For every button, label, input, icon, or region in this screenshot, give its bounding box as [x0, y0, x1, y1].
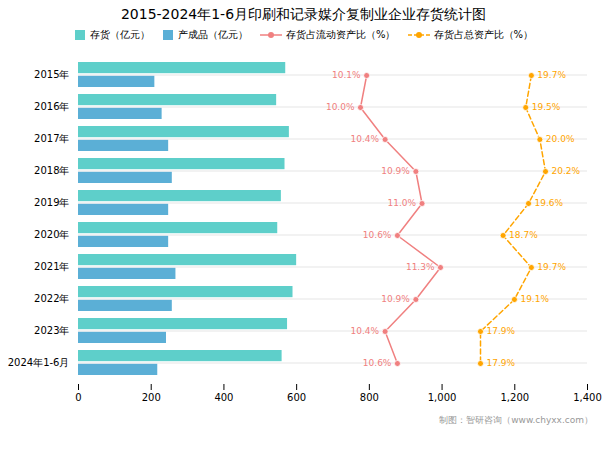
svg-text:2017年: 2017年 [34, 133, 69, 144]
svg-text:19.6%: 19.6% [535, 198, 564, 208]
svg-text:2024年1-6月: 2024年1-6月 [8, 357, 70, 368]
svg-text:10.9%: 10.9% [381, 294, 410, 304]
svg-text:17.9%: 17.9% [487, 326, 516, 336]
svg-text:1,400: 1,400 [573, 392, 602, 403]
html-text:产成品（亿元）: 产成品（亿元） [178, 29, 248, 40]
svg-text:0: 0 [75, 392, 81, 403]
svg-text:19.1%: 19.1% [520, 294, 549, 304]
svg-text:10.4%: 10.4% [351, 326, 380, 336]
svg-text:400: 400 [214, 392, 233, 403]
html-text:存货占总资产比（%）: 存货占总资产比（%） [433, 29, 533, 40]
svg-text:2020年: 2020年 [34, 229, 69, 240]
svg-text:2021年: 2021年 [34, 261, 69, 272]
svg-text:800: 800 [360, 392, 379, 403]
svg-text:10.0%: 10.0% [326, 102, 355, 112]
svg-text:17.9%: 17.9% [487, 358, 516, 368]
svg-text:19.7%: 19.7% [537, 262, 566, 272]
svg-text:10.6%: 10.6% [363, 230, 392, 240]
svg-text:19.7%: 19.7% [537, 70, 566, 80]
svg-text:20.2%: 20.2% [552, 166, 581, 176]
svg-text:1,000: 1,000 [428, 392, 457, 403]
svg-text:10.4%: 10.4% [351, 134, 380, 144]
svg-text:10.9%: 10.9% [381, 166, 410, 176]
svg-text:19.5%: 19.5% [532, 102, 561, 112]
html-text:存货占流动资产比（%）: 存货占流动资产比（%） [286, 29, 396, 40]
svg-text:2016年: 2016年 [34, 101, 69, 112]
html-text:2015-2024年1-6月印刷和记录媒介复制业企业存货统计: 2015-2024年1-6月印刷和记录媒介复制业企业存货统计图 [120, 6, 487, 22]
svg-text:11.0%: 11.0% [387, 198, 416, 208]
svg-text:18.7%: 18.7% [509, 230, 538, 240]
svg-text:2015年: 2015年 [34, 69, 69, 80]
svg-text:10.6%: 10.6% [363, 358, 392, 368]
svg-text:2022年: 2022年 [34, 293, 69, 304]
svg-text:600: 600 [287, 392, 306, 403]
svg-text:2023年: 2023年 [34, 325, 69, 336]
svg-text:1,200: 1,200 [500, 392, 529, 403]
svg-text:10.1%: 10.1% [332, 70, 361, 80]
svg-text:2018年: 2018年 [34, 165, 69, 176]
svg-text:2019年: 2019年 [34, 197, 69, 208]
svg-text:11.3%: 11.3% [406, 262, 435, 272]
html-text:制图：智研咨询（www.chyxx.com）: 制图：智研咨询（www.chyxx.com） [439, 415, 593, 425]
svg-text:200: 200 [142, 392, 161, 403]
html-text:存货（亿元）: 存货（亿元） [90, 29, 150, 40]
svg-text:20.0%: 20.0% [546, 134, 575, 144]
